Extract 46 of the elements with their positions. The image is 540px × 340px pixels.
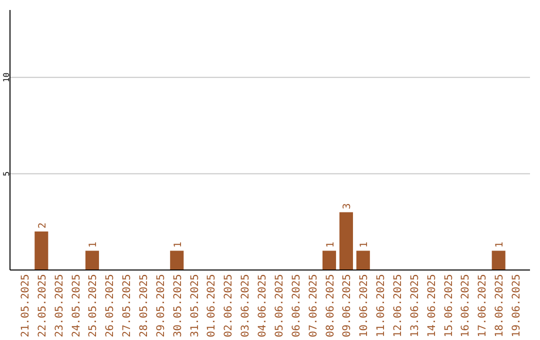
bar bbox=[34, 231, 48, 270]
x-tick-label: 25.05.2025 bbox=[87, 274, 100, 338]
x-tick-label: 05.06.2025 bbox=[273, 274, 286, 338]
x-tick-label: 02.06.2025 bbox=[222, 274, 235, 338]
data-label: 1 bbox=[172, 242, 184, 248]
x-tick-label: 11.06.2025 bbox=[375, 274, 388, 338]
x-tick-label: 08.06.2025 bbox=[324, 274, 336, 338]
x-tick-label: 07.06.2025 bbox=[307, 274, 320, 338]
y-tick-label: 5 bbox=[2, 171, 11, 176]
x-tick-label: 23.05.2025 bbox=[53, 274, 66, 338]
x-tick-label: 03.06.2025 bbox=[240, 274, 252, 338]
bar bbox=[356, 250, 370, 270]
data-label: 1 bbox=[494, 242, 506, 248]
x-tick-label: 15.06.2025 bbox=[442, 274, 455, 338]
data-label: 1 bbox=[88, 242, 100, 248]
x-tick-label: 19.06.2025 bbox=[510, 274, 523, 338]
x-tick-label: 17.06.2025 bbox=[476, 274, 489, 338]
x-tick-label: 10.06.2025 bbox=[358, 274, 370, 338]
x-tick-label: 01.06.2025 bbox=[206, 274, 218, 338]
x-tick-label: 26.05.2025 bbox=[104, 274, 116, 338]
x-tick-label: 30.05.2025 bbox=[172, 274, 184, 338]
bar bbox=[170, 250, 184, 270]
x-tick-label: 06.06.2025 bbox=[290, 274, 302, 338]
data-label: 2 bbox=[37, 222, 48, 228]
x-tick-label: 09.06.2025 bbox=[341, 274, 354, 338]
x-tick-label: 14.06.2025 bbox=[426, 274, 438, 338]
bar bbox=[339, 212, 353, 270]
x-tick-label: 16.06.2025 bbox=[460, 274, 472, 338]
data-label: 3 bbox=[342, 203, 354, 210]
bar bbox=[322, 250, 336, 270]
x-tick-label: 18.06.2025 bbox=[494, 274, 506, 338]
x-tick-label: 22.05.2025 bbox=[36, 274, 48, 338]
x-tick-label: 12.06.2025 bbox=[392, 274, 404, 338]
bar bbox=[85, 250, 99, 270]
y-tick-label: 10 bbox=[2, 72, 11, 82]
x-tick-label: 29.05.2025 bbox=[154, 274, 167, 338]
x-tick-label: 27.05.2025 bbox=[121, 274, 134, 338]
x-tick-label: 04.06.2025 bbox=[256, 274, 269, 338]
data-label: 1 bbox=[359, 242, 370, 248]
x-tick-label: 31.05.2025 bbox=[188, 274, 201, 338]
x-tick-label: 21.05.2025 bbox=[19, 274, 32, 338]
x-tick-label: 13.06.2025 bbox=[408, 274, 421, 338]
bar bbox=[492, 250, 506, 270]
x-tick-label: 28.05.2025 bbox=[138, 274, 150, 338]
data-label: 1 bbox=[325, 242, 336, 248]
x-tick-label: 24.05.2025 bbox=[70, 274, 82, 338]
